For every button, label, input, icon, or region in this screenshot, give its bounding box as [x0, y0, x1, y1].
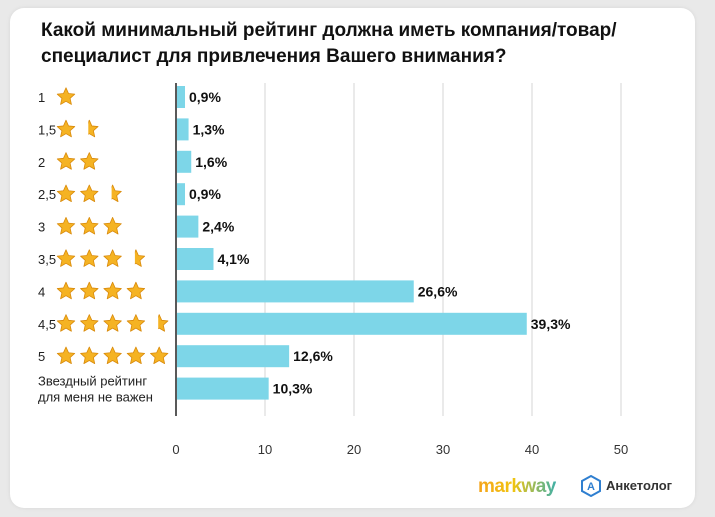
star-icon — [80, 217, 99, 235]
x-tick-label: 0 — [172, 442, 179, 457]
bar-value-label: 1,3% — [193, 121, 225, 137]
star-icon — [80, 281, 99, 300]
star-icon — [56, 249, 76, 267]
rating-label: 5 — [38, 349, 45, 364]
bar-value-label: 0,9% — [189, 89, 221, 105]
chart-card — [10, 8, 695, 508]
x-tick-label: 50 — [614, 442, 628, 457]
star-icon — [56, 346, 76, 365]
bar-value-label: 10,3% — [273, 381, 313, 397]
bar-value-label: 39,3% — [531, 316, 571, 332]
anketolog-icon-letter: А — [587, 481, 595, 493]
star-icon — [126, 281, 146, 300]
bar-value-label: 12,6% — [293, 348, 333, 364]
star-icon — [56, 184, 76, 203]
half-star-icon — [88, 119, 99, 138]
half-star-icon — [158, 314, 169, 332]
rating-label-line: для меня не важен — [38, 390, 153, 405]
rating-label: 1,5 — [38, 122, 56, 137]
rating-label: 2,5 — [38, 187, 56, 202]
star-icon — [80, 249, 99, 267]
x-tick-label: 10 — [258, 442, 272, 457]
star-icon — [80, 184, 99, 203]
star-icon — [56, 314, 76, 332]
star-icon — [103, 281, 122, 300]
rating-label: 4 — [38, 284, 45, 299]
star-icon — [80, 152, 99, 170]
anketolog-label: Анкетолог — [606, 478, 673, 493]
half-star-icon — [134, 249, 146, 267]
anketolog-icon: А — [581, 475, 601, 497]
star-icon — [150, 346, 169, 365]
bar — [177, 248, 214, 270]
star-icon — [56, 119, 76, 138]
star-icon — [56, 217, 76, 235]
bar-value-label: 4,1% — [217, 251, 249, 267]
star-icon — [80, 314, 99, 332]
star-icon — [56, 281, 76, 300]
x-tick-label: 40 — [525, 442, 539, 457]
rating-label: 3 — [38, 220, 45, 235]
rating-label: 3,5 — [38, 252, 56, 267]
bar — [177, 150, 192, 173]
half-star-icon — [111, 184, 122, 203]
chart-title: Какой минимальный рейтинг должна иметь к… — [41, 20, 617, 67]
bar — [177, 312, 527, 335]
rating-label-line: Звездный рейтинг — [38, 374, 147, 389]
star-icon — [126, 346, 146, 365]
star-icon — [56, 87, 76, 105]
bar — [177, 280, 414, 303]
star-icon — [126, 314, 146, 332]
rating-label: 2 — [38, 155, 45, 170]
star-icon — [80, 346, 99, 365]
star-icon — [103, 346, 122, 365]
bar-value-label: 0,9% — [189, 186, 221, 202]
star-icon — [103, 314, 122, 332]
rating-label: 1 — [38, 90, 45, 105]
star-icon — [103, 217, 122, 235]
star-icon — [56, 152, 76, 170]
bar — [177, 86, 186, 108]
x-tick-label: 30 — [436, 442, 450, 457]
bar-value-label: 2,4% — [202, 219, 234, 235]
bar-value-label: 26,6% — [418, 283, 458, 299]
bar — [177, 345, 290, 368]
star-icon — [103, 249, 122, 267]
bar — [177, 118, 189, 141]
markway-logo: markway — [478, 476, 556, 497]
bar — [177, 183, 186, 206]
bar — [177, 215, 199, 238]
rating-label: 4,5 — [38, 317, 56, 332]
x-tick-label: 20 — [347, 442, 361, 457]
bar-value-label: 1,6% — [195, 154, 227, 170]
bar — [177, 377, 269, 400]
